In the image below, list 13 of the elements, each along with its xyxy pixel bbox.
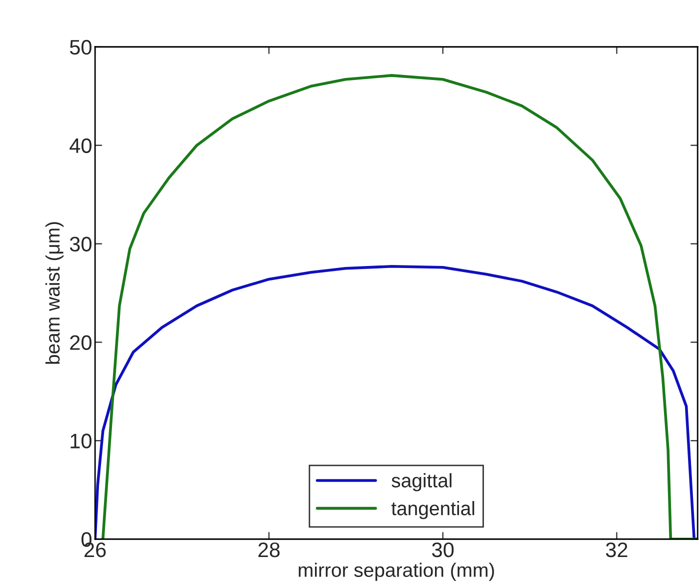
- y-tick-label: 20: [70, 335, 92, 350]
- line-series: [102, 74, 698, 540]
- y-tick-label: 30: [70, 236, 92, 252]
- y-tick-label: 50: [70, 40, 92, 55]
- x-tick-label: 32: [606, 542, 628, 558]
- y-axis-title: beam waist (μm): [45, 222, 64, 364]
- x-tick-label: 30: [432, 542, 454, 558]
- legend-label: tangential: [391, 501, 474, 520]
- y-tick-label: 40: [70, 138, 92, 154]
- legend-label: sagittal: [392, 473, 452, 492]
- x-tick-label: 28: [258, 542, 280, 558]
- x-axis-title: mirror separation (mm): [298, 562, 494, 581]
- y-tick-label: 10: [70, 434, 92, 448]
